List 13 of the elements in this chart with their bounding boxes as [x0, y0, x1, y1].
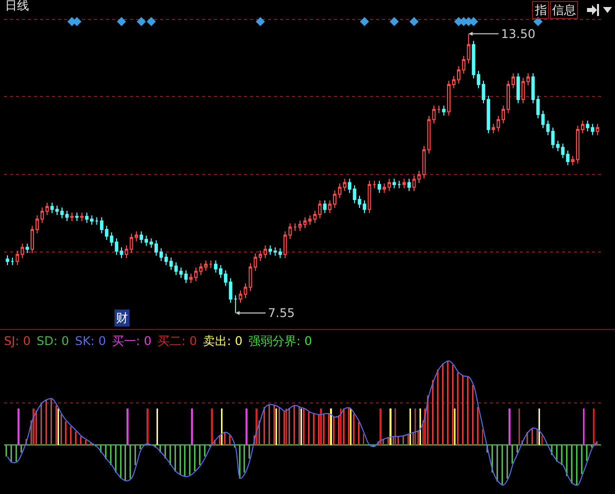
- chart-title: 日线: [4, 0, 29, 12]
- text: SD: 0: [36, 334, 70, 348]
- ref-line-label: 强弱分界: 0: [248, 334, 312, 348]
- text: 买二: 0: [158, 334, 197, 348]
- annotation: 7.55: [268, 306, 295, 320]
- text: SJ: 0: [4, 334, 31, 348]
- annotation: 指: [534, 3, 547, 17]
- annotation: 信息: [552, 3, 576, 17]
- annotation: 13.50: [501, 27, 536, 41]
- text: 买一: 0: [112, 334, 152, 348]
- text: SK: 0: [75, 334, 106, 348]
- text: 卖出: 0: [203, 334, 242, 348]
- annotation: 财: [116, 311, 128, 325]
